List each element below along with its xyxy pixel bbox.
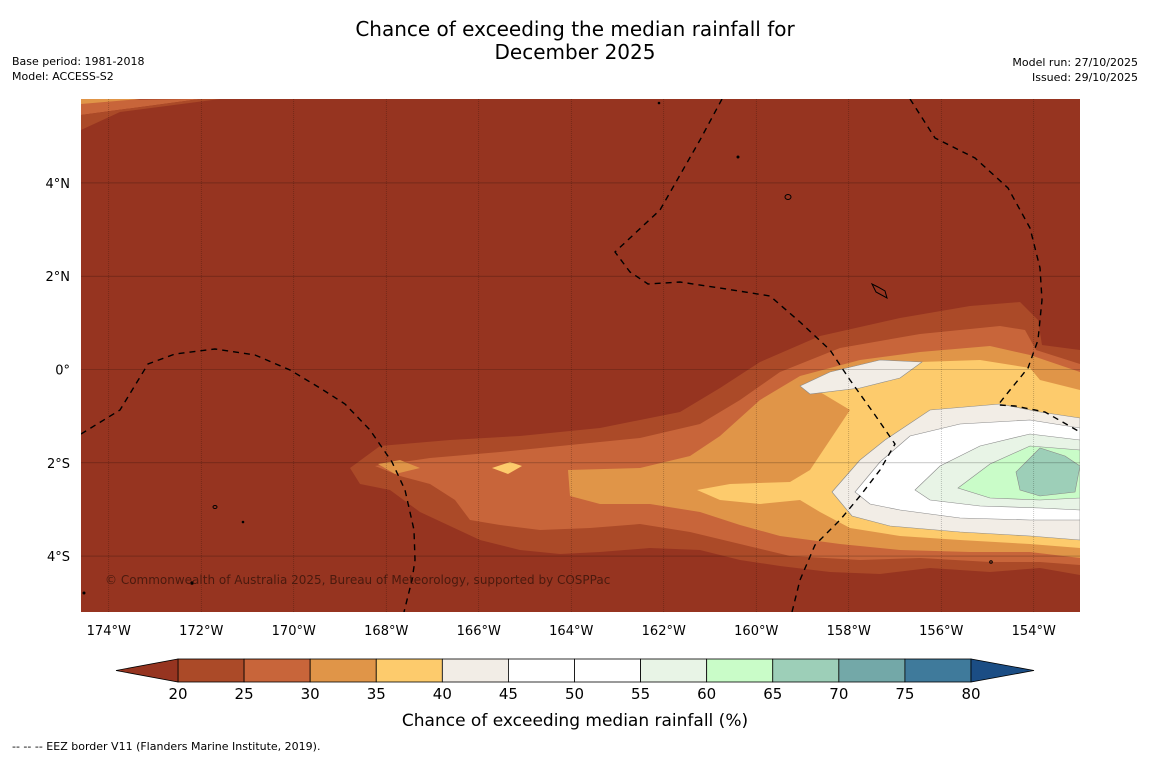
copyright-notice: © Commonwealth of Australia 2025, Bureau… <box>105 573 610 587</box>
lon-tick-label: 172°W <box>179 624 223 639</box>
colorbar-tick-label: 45 <box>499 685 518 703</box>
colorbar-swatch <box>177 658 245 683</box>
colorbar-swatch <box>309 658 377 683</box>
island-b <box>870 282 888 300</box>
run-info: Model run: 27/10/2025 Issued: 29/10/2025 <box>1012 55 1138 85</box>
base-period: Base period: 1981-2018 <box>12 55 145 68</box>
eez-border-west <box>81 348 416 612</box>
island-c <box>212 505 218 509</box>
eez-footnote: -- -- -- EEZ border V11 (Flanders Marine… <box>12 740 321 753</box>
lat-tick-label: 0° <box>55 363 70 378</box>
colorbar-swatch <box>243 658 311 683</box>
lon-tick-label: 170°W <box>272 624 316 639</box>
lon-tick-label: 158°W <box>827 624 871 639</box>
colorbar-tick-label: 40 <box>433 685 452 703</box>
lon-tick-label: 166°W <box>457 624 501 639</box>
island-i <box>657 101 661 105</box>
colorbar-swatch <box>904 658 972 683</box>
lat-tick-label: 4°S <box>47 550 70 565</box>
island-a <box>784 194 792 200</box>
lon-tick-label: 162°W <box>642 624 686 639</box>
colorbar-tick-label: 60 <box>697 685 716 703</box>
colorbar-labels: 20 25 30 35 40 45 50 55 60 65 70 75 80 <box>168 685 980 703</box>
colorbar-swatch <box>640 658 708 683</box>
lat-tick-label: 4°N <box>46 177 71 192</box>
contour-40-45-island-d <box>492 462 522 474</box>
lon-tick-label: 164°W <box>549 624 593 639</box>
lon-tick-label: 168°W <box>364 624 408 639</box>
contour-35-40-island-c <box>81 99 140 104</box>
colorbar-tick-label: 75 <box>895 685 914 703</box>
colorbar-swatch <box>441 658 509 683</box>
island-g <box>989 560 993 564</box>
lon-tick-label: 174°W <box>87 624 131 639</box>
colorbar-under-triangle <box>115 658 179 683</box>
colorbar-tick-label: 50 <box>565 685 584 703</box>
map-title: Chance of exceeding the median rainfall … <box>0 18 1150 64</box>
colorbar-over-triangle <box>970 658 1035 683</box>
colorbar-tick-label: 80 <box>961 685 980 703</box>
model-info: Base period: 1981-2018 Model: ACCESS-S2 <box>12 54 144 84</box>
contour-35-40-island-e <box>378 460 420 474</box>
graticule <box>81 99 1080 612</box>
colorbar-tick-label: 55 <box>631 685 650 703</box>
colorbar-tick-label: 65 <box>763 685 782 703</box>
colorbar-swatch <box>574 658 641 683</box>
colorbar: 20 25 30 35 40 45 50 55 60 65 70 75 80 Chance of exc… <box>115 658 1035 731</box>
lon-tick-label: 160°W <box>734 624 778 639</box>
colorbar-tick-label: 35 <box>367 685 386 703</box>
contour-25-30-island-b <box>81 99 220 130</box>
colorbar-tick-label: 30 <box>301 685 320 703</box>
colorbar-swatch <box>772 658 840 683</box>
island-f <box>736 155 740 159</box>
eez-border-east <box>909 99 1080 433</box>
lat-tick-label: 2°S <box>47 457 70 472</box>
colorbar-swatch <box>706 658 774 683</box>
eez-border-central <box>614 99 896 612</box>
eez-borders <box>81 99 1080 612</box>
contour-70-75 <box>1015 447 1080 497</box>
colorbar-boxes <box>177 658 972 683</box>
colorbar-title: Chance of exceeding median rainfall (%) <box>402 711 748 731</box>
lat-tick-label: 2°N <box>46 270 71 285</box>
islands <box>82 101 993 595</box>
colorbar-swatch <box>838 658 906 683</box>
model-name: Model: ACCESS-S2 <box>12 70 114 83</box>
island-e <box>241 520 245 524</box>
axis-ticks: 174°W 172°W 170°W 168°W 166°W 164°W 162°W 160°W… <box>46 177 1056 639</box>
lon-tick-label: 154°W <box>1012 624 1056 639</box>
colorbar-tick-label: 20 <box>168 685 187 703</box>
colorbar-swatch <box>508 658 575 683</box>
colorbar-tick-label: 70 <box>829 685 848 703</box>
colorbar-swatch <box>375 658 443 683</box>
colorbar-tick-label: 25 <box>235 685 254 703</box>
model-run: Model run: 27/10/2025 <box>1012 56 1138 69</box>
map-area: © Commonwealth of Australia 2025, Bureau… <box>81 99 1080 612</box>
issued-date: Issued: 29/10/2025 <box>1031 71 1138 84</box>
title-line-1: Chance of exceeding the median rainfall … <box>355 17 795 41</box>
lon-tick-label: 156°W <box>919 624 963 639</box>
island-d <box>190 581 194 585</box>
island-h <box>82 591 86 595</box>
title-line-2: December 2025 <box>494 40 656 64</box>
